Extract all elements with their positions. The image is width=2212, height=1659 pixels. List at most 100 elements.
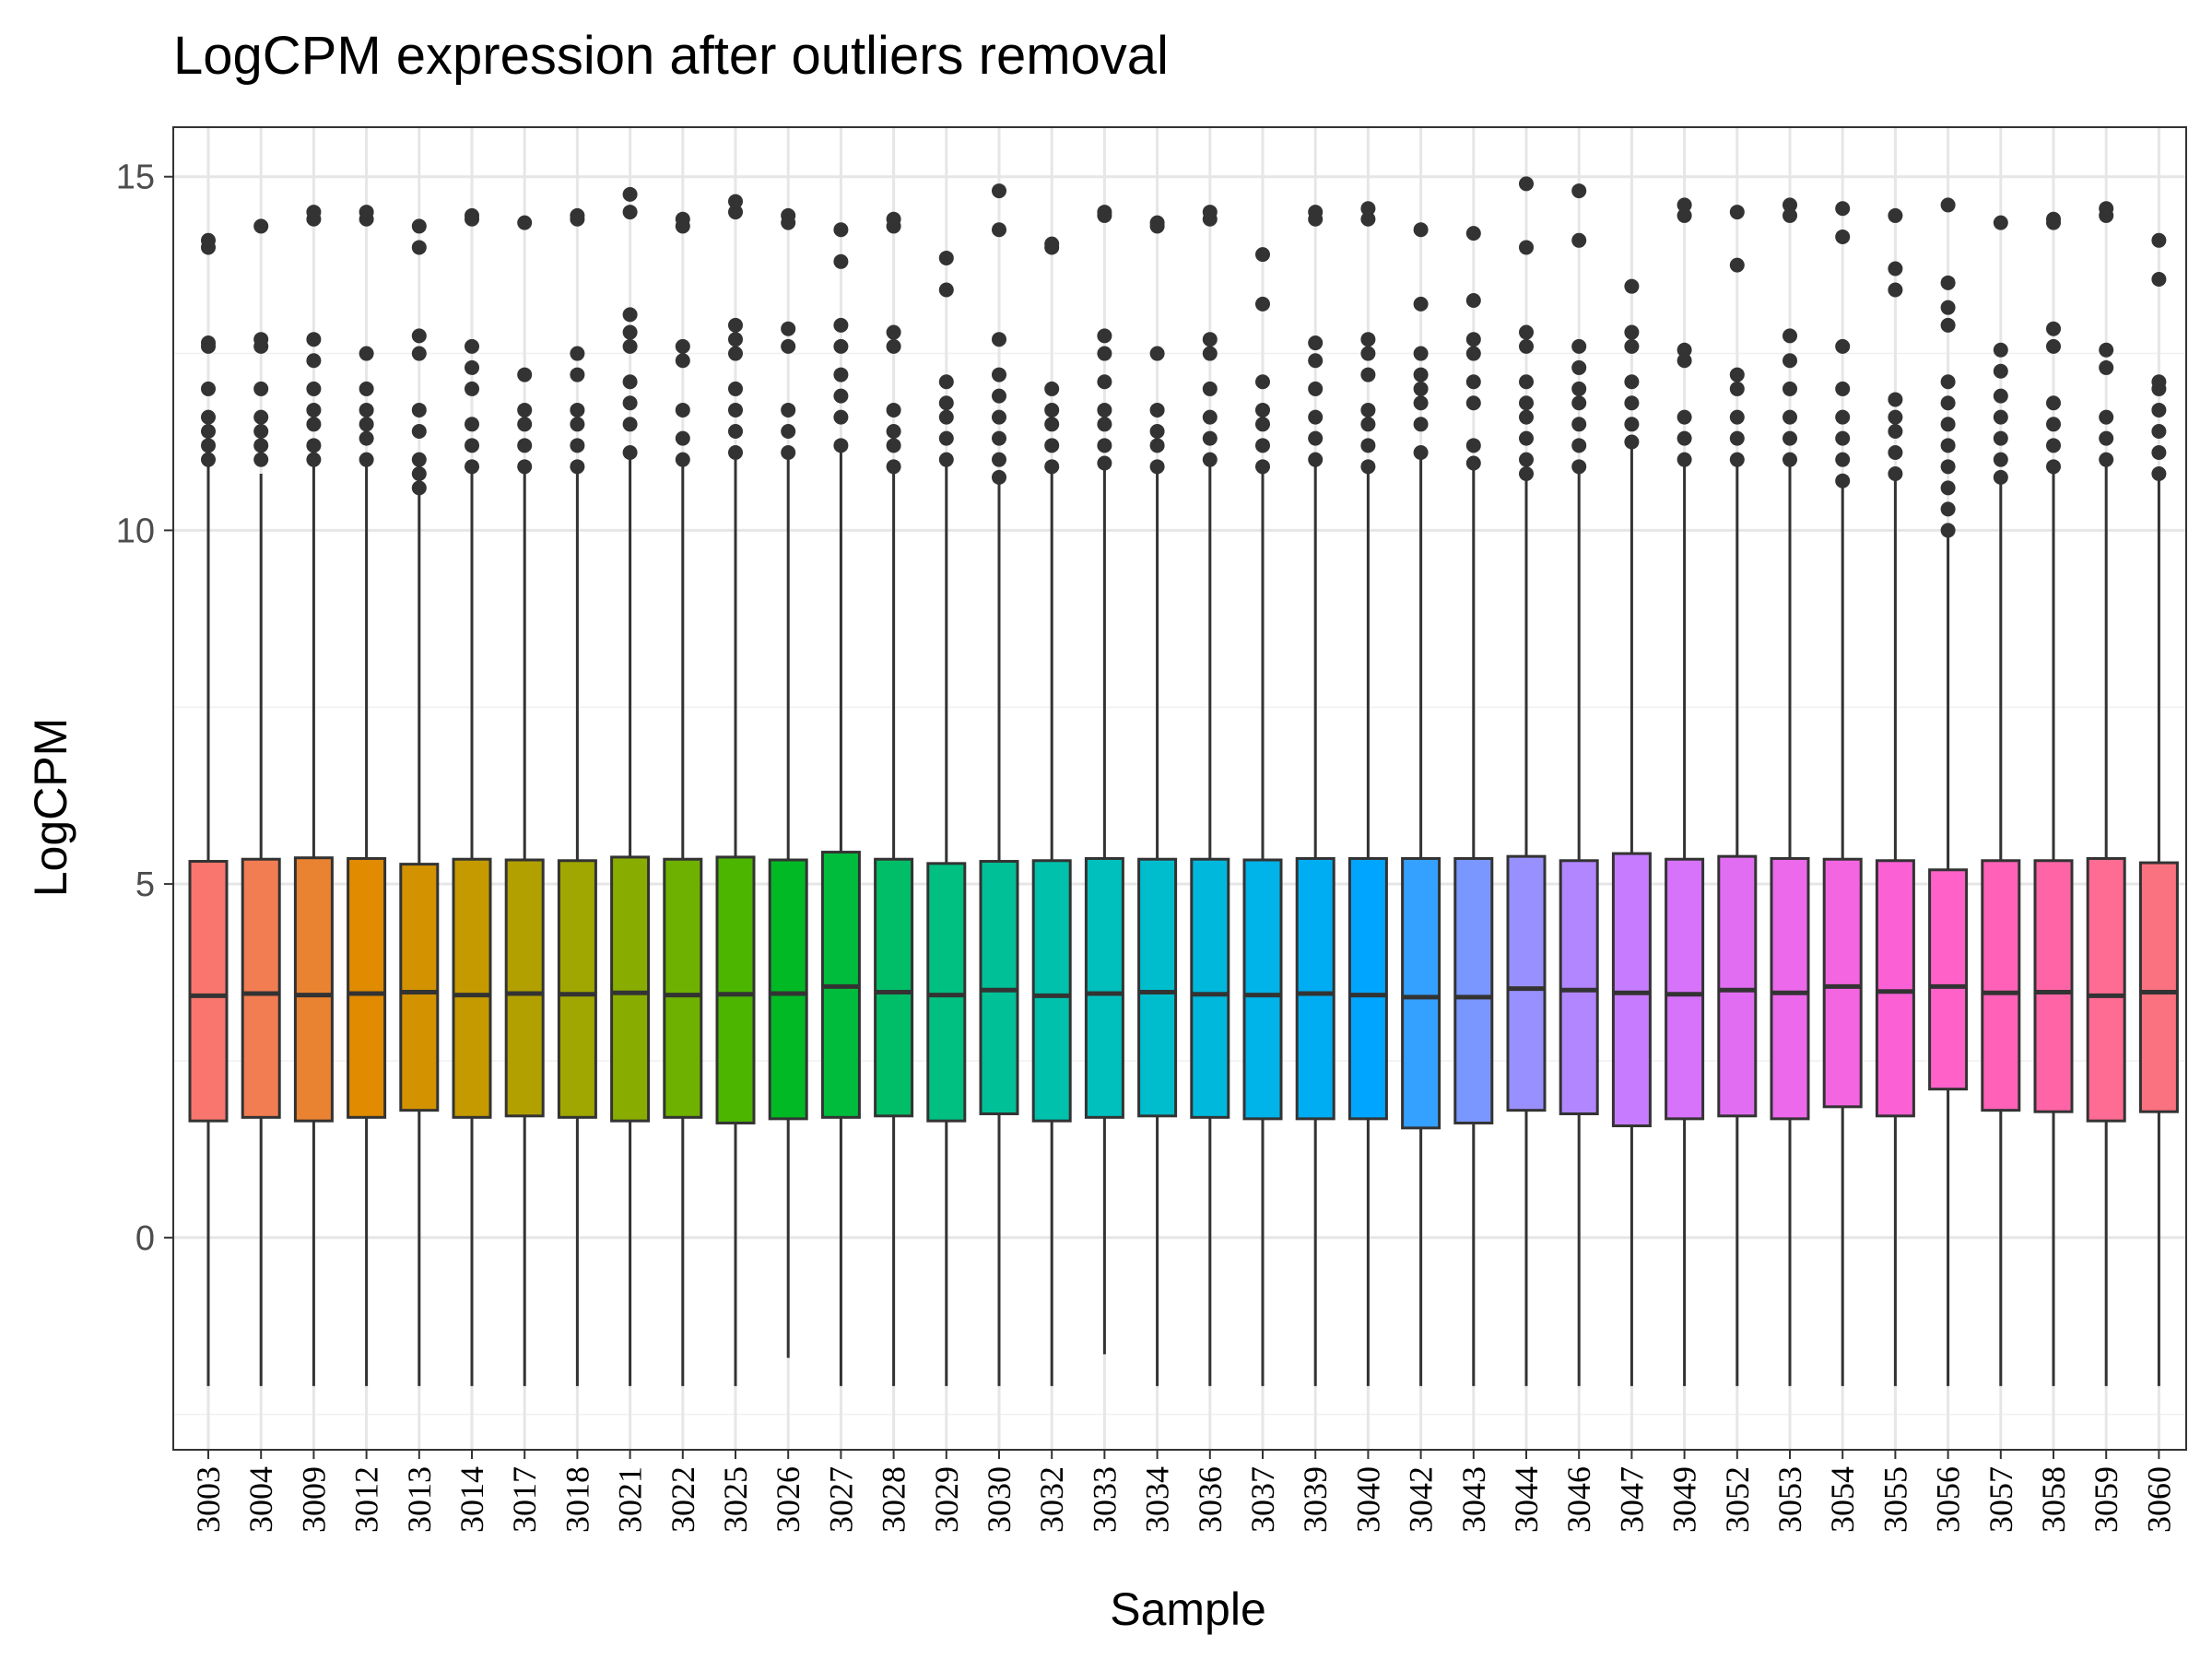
x-tick-label: 3003 (190, 1466, 227, 1533)
outlier-point (1677, 409, 1692, 425)
outlier-point (938, 282, 954, 298)
x-tick-label: 3034 (1139, 1466, 1176, 1533)
outlier-point (411, 218, 427, 234)
outlier-point (833, 388, 849, 404)
outlier-point (2099, 452, 2114, 467)
box-iqr (874, 857, 914, 1118)
outlier-point (465, 438, 479, 453)
box-3040 (1347, 201, 1388, 1386)
outlier-point (1571, 395, 1587, 411)
box-3060 (2138, 232, 2179, 1386)
outlier-point (1519, 466, 1534, 482)
outlier-point (2046, 211, 2061, 227)
box-3047 (1611, 278, 1652, 1386)
outlier-point (253, 332, 269, 347)
outlier-point (1465, 438, 1481, 453)
outlier-point (1783, 430, 1797, 446)
outlier-point (1097, 374, 1112, 390)
outlier-point (938, 430, 954, 446)
outlier-point (359, 452, 374, 467)
box-3027 (820, 222, 861, 1386)
x-tick-label: 3056 (1930, 1466, 1967, 1533)
outlier-point (2099, 430, 2114, 446)
outlier-point (1888, 466, 1903, 482)
outlier-point (886, 324, 901, 340)
box-iqr (1770, 856, 1810, 1121)
outlier-point (1729, 205, 1745, 220)
box-3004 (241, 218, 281, 1386)
x-tick-label: 3033 (1086, 1466, 1123, 1533)
x-tick-label: 3026 (770, 1466, 806, 1533)
outlier-point (833, 222, 849, 238)
outlier-point (570, 459, 585, 475)
outlier-point (1835, 229, 1851, 244)
outlier-point (1413, 367, 1429, 382)
outlier-point (886, 459, 901, 475)
box-3046 (1559, 183, 1599, 1386)
box-3039 (1295, 205, 1335, 1386)
outlier-point (1308, 430, 1324, 446)
outlier-point (2046, 338, 2061, 354)
chart-title: LogCPM expression after outliers removal (173, 26, 1169, 86)
outlier-point (1571, 338, 1587, 354)
outlier-point (1835, 473, 1851, 488)
box-3044 (1506, 176, 1547, 1386)
outlier-point (1729, 367, 1745, 382)
outlier-point (201, 232, 216, 248)
outlier-point (1677, 342, 1692, 358)
outlier-point (2151, 466, 2167, 482)
outlier-point (517, 438, 533, 453)
outlier-point (570, 402, 585, 418)
outlier-point (1888, 444, 1903, 460)
outlier-point (1413, 346, 1429, 361)
outlier-point (622, 205, 638, 220)
outlier-point (938, 409, 954, 425)
y-tick-label: 5 (135, 865, 155, 904)
box-iqr (1717, 854, 1758, 1118)
outlier-point (1624, 395, 1640, 411)
outlier-point (675, 430, 690, 446)
box-3021 (610, 186, 651, 1386)
box-3053 (1770, 197, 1810, 1386)
x-tick-label: 3018 (559, 1466, 595, 1533)
outlier-point (1097, 455, 1112, 471)
box-iqr (1137, 857, 1178, 1118)
outlier-point (1044, 236, 1060, 252)
box-iqr (188, 860, 229, 1123)
outlier-point (728, 194, 743, 209)
outlier-point (1097, 402, 1112, 418)
outlier-point (1202, 332, 1218, 347)
outlier-point (1519, 338, 1534, 354)
outlier-point (2151, 374, 2167, 390)
outlier-point (1571, 359, 1587, 375)
x-axis: 3003 3004 3009 3012 3013 3014 3017 3018 3021 3022… (190, 1450, 2177, 1533)
outlier-point (1097, 205, 1112, 220)
outlier-point (1255, 247, 1270, 263)
outlier-point (359, 430, 374, 446)
outlier-point (728, 423, 743, 439)
box-3028 (874, 211, 914, 1386)
x-tick-label: 3060 (2140, 1466, 2177, 1533)
outlier-point (1783, 353, 1797, 369)
outlier-point (992, 469, 1006, 485)
outlier-point (622, 186, 638, 202)
box-3009 (293, 205, 334, 1386)
outlier-point (833, 367, 849, 382)
box-iqr (1242, 858, 1283, 1121)
box-iqr (1559, 859, 1599, 1115)
box-3054 (1822, 201, 1863, 1386)
outlier-point (306, 417, 322, 432)
outlier-point (1308, 452, 1324, 467)
x-tick-label: 3044 (1508, 1466, 1545, 1533)
outlier-point (1465, 346, 1481, 361)
outlier-point (1835, 201, 1851, 217)
x-tick-label: 3046 (1560, 1466, 1597, 1533)
outlier-point (570, 438, 585, 453)
outlier-point (1465, 395, 1481, 411)
outlier-point (1624, 374, 1640, 390)
outlier-point (1783, 452, 1797, 467)
outlier-point (1940, 374, 1956, 390)
box-3043 (1453, 226, 1494, 1386)
outlier-point (359, 417, 374, 432)
outlier-point (1993, 215, 2008, 230)
